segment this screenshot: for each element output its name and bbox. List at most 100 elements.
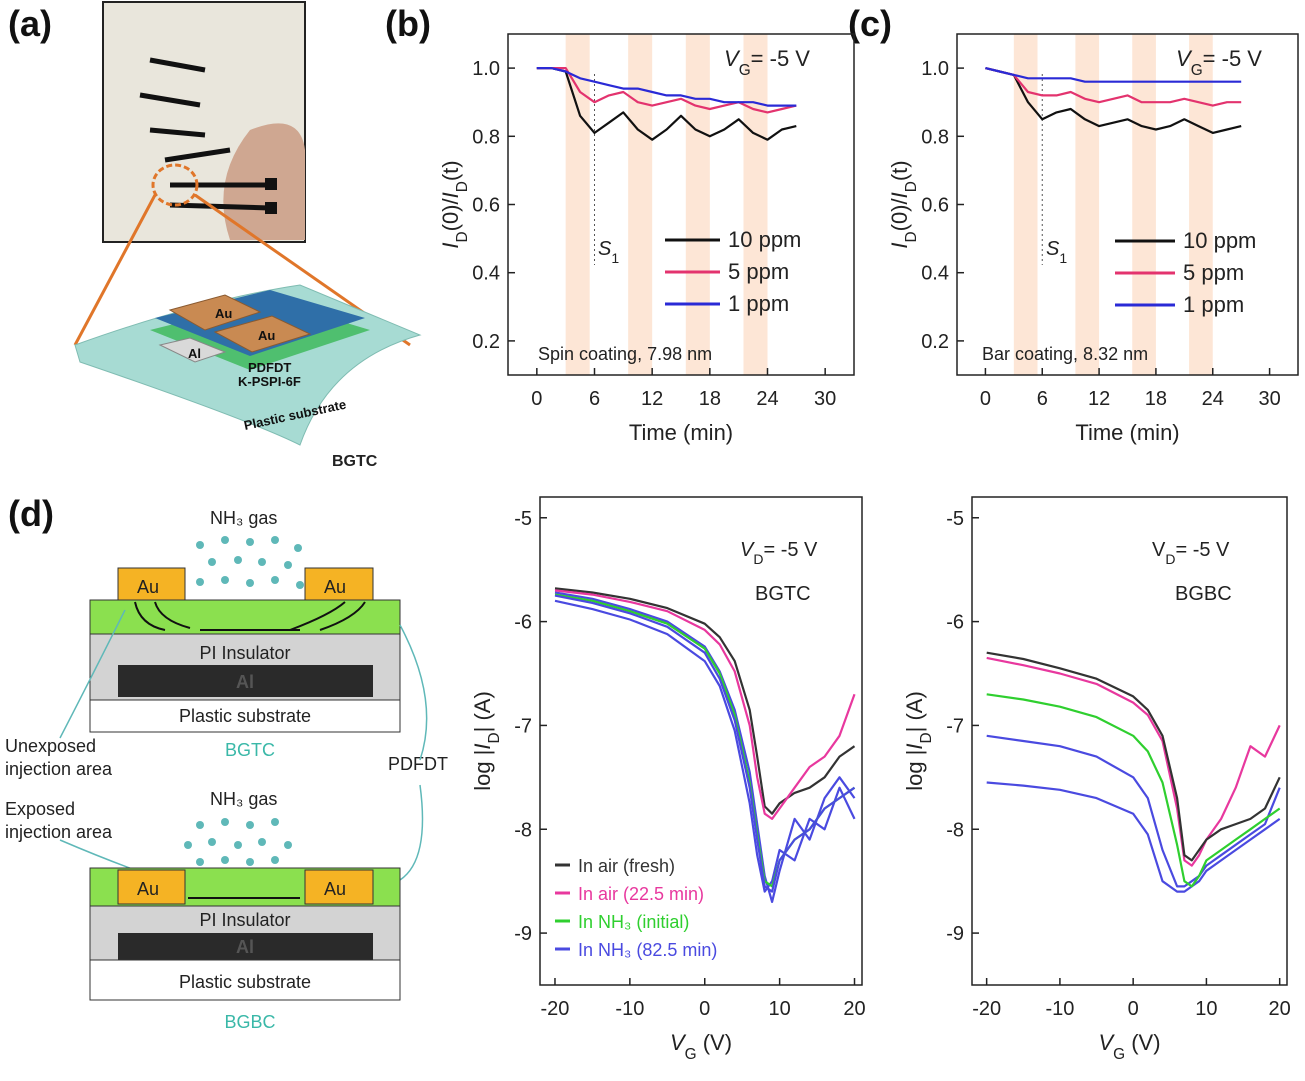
text-segment: S: [598, 238, 612, 260]
electrode: [304, 869, 374, 905]
series-line: [986, 781, 1281, 893]
exposure-band: [1132, 34, 1156, 375]
y-tick-label: -7: [946, 715, 964, 737]
x-tick-label: 12: [1088, 388, 1110, 410]
text-segment: V: [1176, 46, 1193, 71]
electrode: [304, 567, 374, 601]
electrode-label: Au: [137, 879, 159, 899]
x-tick-label: 6: [1037, 388, 1048, 410]
y-tick-label: -8: [946, 819, 964, 841]
x-tick-label: -20: [972, 998, 1001, 1020]
x-axis-label: VG (V): [670, 1030, 732, 1063]
text-segment: Spin coating, 7.98 nm: [538, 344, 712, 364]
panel-label: (b): [385, 3, 431, 44]
legend-label: 5 ppm: [1183, 260, 1244, 285]
text-segment: = -5 V: [763, 539, 818, 561]
x-tick-label: 30: [814, 388, 836, 410]
plot-frame: [971, 496, 1288, 986]
text-segment: D: [753, 551, 763, 567]
y-tick-label: 0.2: [472, 331, 500, 353]
text-segment: = -5 V: [751, 46, 811, 71]
y-tick-label: -6: [946, 612, 964, 634]
text-segment: G: [739, 62, 751, 79]
x-tick-label: 6: [589, 388, 600, 410]
text-segment: BGBC: [1175, 583, 1232, 605]
text-segment: D: [486, 732, 503, 743]
y-axis-label: ID(0)/ID(t): [887, 160, 920, 248]
plot-frame: [507, 33, 855, 376]
y-tick-label: -5: [946, 508, 964, 530]
gate-label: Al: [236, 672, 254, 692]
panel-label: (c): [848, 3, 892, 44]
text-segment: 1: [611, 250, 619, 266]
text-segment: D: [903, 231, 920, 242]
series-line: [986, 693, 1281, 888]
annotation: VD= -5 V: [740, 539, 818, 567]
pad: [265, 202, 277, 214]
text-segment: V: [670, 1030, 687, 1055]
gas-label: NH₃ gas: [210, 508, 277, 528]
text-segment: G: [1191, 62, 1203, 79]
annotation: S1: [598, 238, 619, 266]
caption: BGTC: [225, 740, 275, 760]
text-segment: V: [740, 539, 755, 561]
text-segment: G: [1113, 1046, 1125, 1063]
legend-label: In NH₃ (initial): [578, 912, 689, 932]
y-tick-label: 1.0: [921, 58, 949, 80]
x-tick-label: 20: [843, 998, 865, 1020]
exposure-band: [1013, 34, 1038, 375]
panel-labels: (a) (b) (c) (d): [8, 3, 892, 534]
text-segment: log |: [470, 750, 495, 791]
callout: injection area: [5, 822, 113, 842]
zoom-circle: [151, 163, 199, 207]
text-segment: D: [1165, 551, 1175, 567]
annotation: Spin coating, 7.98 nm: [538, 344, 712, 364]
series-line: [985, 67, 1242, 107]
text-segment: log |: [902, 750, 927, 791]
panel-label: (a): [8, 3, 52, 44]
series-line: [986, 734, 1281, 888]
text-segment: | (A): [470, 691, 495, 732]
callout: Unexposed: [5, 736, 96, 756]
text-segment: V: [1098, 1030, 1115, 1055]
series-line: [536, 67, 797, 141]
x-tick-label: 0: [1128, 998, 1139, 1020]
text-segment: D: [454, 181, 471, 192]
text-segment: I: [438, 243, 463, 249]
text-segment: S: [1046, 238, 1060, 260]
annotation: BGTC: [755, 583, 811, 605]
text-segment: (V): [1125, 1030, 1160, 1055]
text-segment: D: [903, 181, 920, 192]
zoom-line: [73, 194, 157, 346]
substrate-label: Plastic substrate: [179, 706, 311, 726]
au-electrode: [213, 315, 312, 353]
series-line: [554, 587, 856, 815]
x-tick-label: 18: [699, 388, 721, 410]
x-tick-label: 0: [699, 998, 710, 1020]
gas-molecules: [196, 536, 304, 589]
y-tick-label: -7: [514, 715, 532, 737]
x-tick-label: 0: [980, 388, 991, 410]
annotation: VG= -5 V: [1176, 46, 1262, 79]
legend-label: In air (22.5 min): [578, 884, 704, 904]
y-tick-label: 0.8: [921, 126, 949, 148]
legend-label: 1 ppm: [1183, 292, 1244, 317]
y-tick-label: 0.2: [921, 331, 949, 353]
callout: injection area: [5, 759, 113, 779]
gate-label: Al: [236, 937, 254, 957]
x-tick-label: 24: [756, 388, 778, 410]
text-segment: | (A): [902, 691, 927, 732]
exposure-band: [565, 34, 590, 375]
legend-label: In air (fresh): [578, 856, 675, 876]
panel-a: Au Au PDFDT K-PSPI-6F Al Plastic substra…: [73, 1, 422, 470]
exposure-band: [628, 34, 653, 375]
text-segment: = -5 V: [1175, 539, 1230, 561]
gas-molecules: [184, 818, 292, 866]
y-axis-label: ID(0)/ID(t): [438, 160, 471, 248]
text-segment: BGTC: [755, 583, 811, 605]
panel-label: (d): [8, 493, 54, 534]
au-electrode: [168, 294, 262, 331]
exposure-band: [1189, 34, 1213, 375]
y-tick-label: -9: [514, 923, 532, 945]
annotation: BGBC: [1175, 583, 1232, 605]
